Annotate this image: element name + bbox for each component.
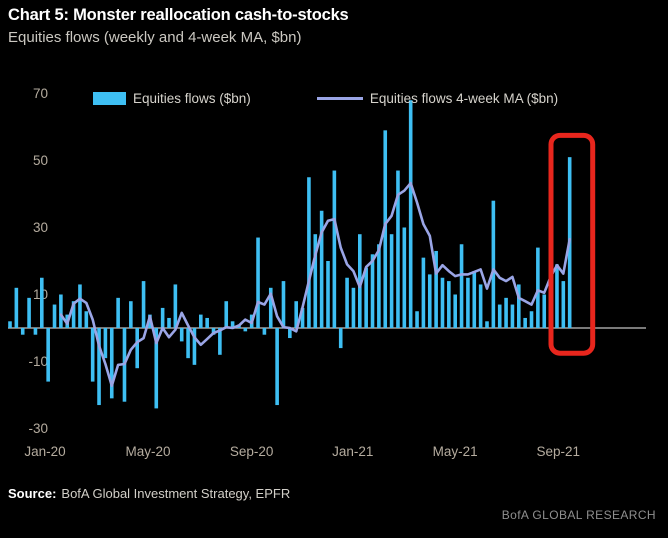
equities-flow-bar bbox=[243, 328, 248, 332]
equities-flow-bar bbox=[555, 264, 559, 328]
equities-flow-bar bbox=[281, 281, 286, 328]
equities-flow-bar bbox=[8, 321, 12, 328]
equities-flow-bar bbox=[427, 274, 432, 328]
equities-flow-bar bbox=[504, 297, 508, 328]
equities-flow-bar bbox=[408, 100, 413, 328]
x-tick-label: Sep-20 bbox=[229, 444, 274, 459]
equities-flow-bar bbox=[447, 281, 451, 328]
equities-flow-bar bbox=[396, 170, 400, 328]
equities-flow-bar bbox=[179, 328, 184, 342]
equities-flow-bar bbox=[332, 170, 337, 328]
equities-flow-bar bbox=[453, 294, 457, 328]
equities-flow-bar bbox=[415, 311, 419, 328]
equities-flow-bar bbox=[167, 317, 171, 328]
equities-flow-bar bbox=[536, 247, 540, 328]
equities-flow-bar bbox=[358, 234, 362, 328]
equities-flow-bar bbox=[364, 267, 368, 328]
equities-flow-bar bbox=[319, 210, 324, 328]
equities-flow-bar bbox=[268, 287, 273, 328]
equities-flow-bar bbox=[338, 328, 343, 349]
equities-flow-bar bbox=[440, 277, 445, 328]
equities-flow-bar bbox=[389, 234, 394, 328]
x-tick-label: Jan-21 bbox=[332, 444, 374, 459]
equities-flow-bar bbox=[485, 321, 489, 328]
equities-flow-bar bbox=[517, 284, 521, 328]
x-tick-label: Jan-20 bbox=[24, 444, 66, 459]
equities-flow-bar bbox=[421, 257, 426, 328]
equities-flow-bar bbox=[160, 307, 165, 328]
equities-flow-bar bbox=[224, 301, 229, 328]
equities-flow-bar bbox=[370, 254, 375, 328]
equities-flow-bar bbox=[351, 287, 356, 328]
equities-flow-bar bbox=[434, 250, 438, 328]
equities-flow-bar bbox=[40, 277, 44, 328]
equities-flow-bar bbox=[218, 328, 222, 355]
equities-flow-bar bbox=[52, 304, 57, 328]
equities-flow-bar bbox=[199, 314, 203, 328]
equities-flow-bar bbox=[14, 287, 19, 328]
equities-flow-bar bbox=[510, 304, 515, 328]
equities-flow-bar bbox=[205, 317, 209, 328]
equities-flow-bar bbox=[275, 328, 279, 406]
equities-flow-bar bbox=[561, 281, 566, 328]
equities-flow-bar bbox=[71, 301, 76, 328]
equities-flow-bar bbox=[116, 297, 120, 328]
y-tick-label: 30 bbox=[32, 219, 48, 235]
equities-flow-bar bbox=[542, 294, 547, 328]
equities-flow-bar bbox=[27, 297, 31, 328]
equities-flow-bar bbox=[478, 284, 483, 328]
equities-flow-bar bbox=[186, 328, 190, 359]
equities-flow-bar bbox=[300, 307, 305, 328]
equities-flow-bar bbox=[491, 200, 496, 328]
equities-flow-bar bbox=[523, 317, 527, 328]
equities-flow-bar bbox=[135, 328, 139, 369]
equities-flow-bar bbox=[345, 277, 349, 328]
equities-flow-bar bbox=[466, 277, 470, 328]
x-tick-label: May-21 bbox=[432, 444, 478, 459]
equities-flow-bar bbox=[472, 271, 477, 328]
equities-flow-bar bbox=[90, 328, 95, 382]
equities-flow-bar bbox=[103, 328, 108, 359]
equities-flow-bar bbox=[20, 328, 25, 335]
equities-flow-bar bbox=[529, 311, 534, 328]
equities-flow-bar bbox=[326, 261, 330, 328]
equities-flow-bar bbox=[129, 301, 133, 328]
equities-flow-bar bbox=[173, 284, 178, 328]
equities-flow-bar bbox=[33, 328, 38, 335]
x-tick-label: May-20 bbox=[125, 444, 171, 459]
equities-flow-bar bbox=[497, 304, 502, 328]
equities-flow-bar bbox=[84, 311, 89, 328]
equities-flow-bar bbox=[262, 328, 267, 335]
equities-flow-bar bbox=[78, 284, 82, 328]
highlight-box bbox=[548, 132, 596, 356]
equities-flow-bar bbox=[192, 328, 197, 365]
y-tick-label: 70 bbox=[32, 85, 48, 101]
equities-flow-bar bbox=[256, 237, 260, 328]
x-tick-label: Sep-21 bbox=[536, 444, 580, 459]
equities-flow-bar bbox=[288, 328, 292, 339]
equities-flow-bar bbox=[211, 328, 216, 335]
equities-flow-bar bbox=[307, 177, 311, 328]
y-tick-label: 50 bbox=[32, 152, 48, 168]
equities-flow-bar bbox=[109, 328, 114, 399]
equities-flow-bar bbox=[230, 321, 235, 328]
equities-flow-bar bbox=[46, 328, 50, 382]
equities-flow-bar bbox=[97, 328, 101, 406]
equities-flow-bar bbox=[402, 227, 407, 328]
y-tick-label: -30 bbox=[28, 420, 48, 436]
equities-flow-bar bbox=[59, 294, 63, 328]
equities-flow-bar bbox=[459, 244, 464, 328]
equities-flow-bar bbox=[141, 281, 146, 328]
equities-flow-bar bbox=[154, 328, 159, 409]
ma-line bbox=[59, 181, 571, 388]
equities-flow-bar bbox=[294, 301, 298, 328]
equities-flow-bar bbox=[377, 244, 381, 328]
equities-flow-bar bbox=[313, 234, 318, 328]
y-tick-label: -10 bbox=[28, 353, 48, 369]
